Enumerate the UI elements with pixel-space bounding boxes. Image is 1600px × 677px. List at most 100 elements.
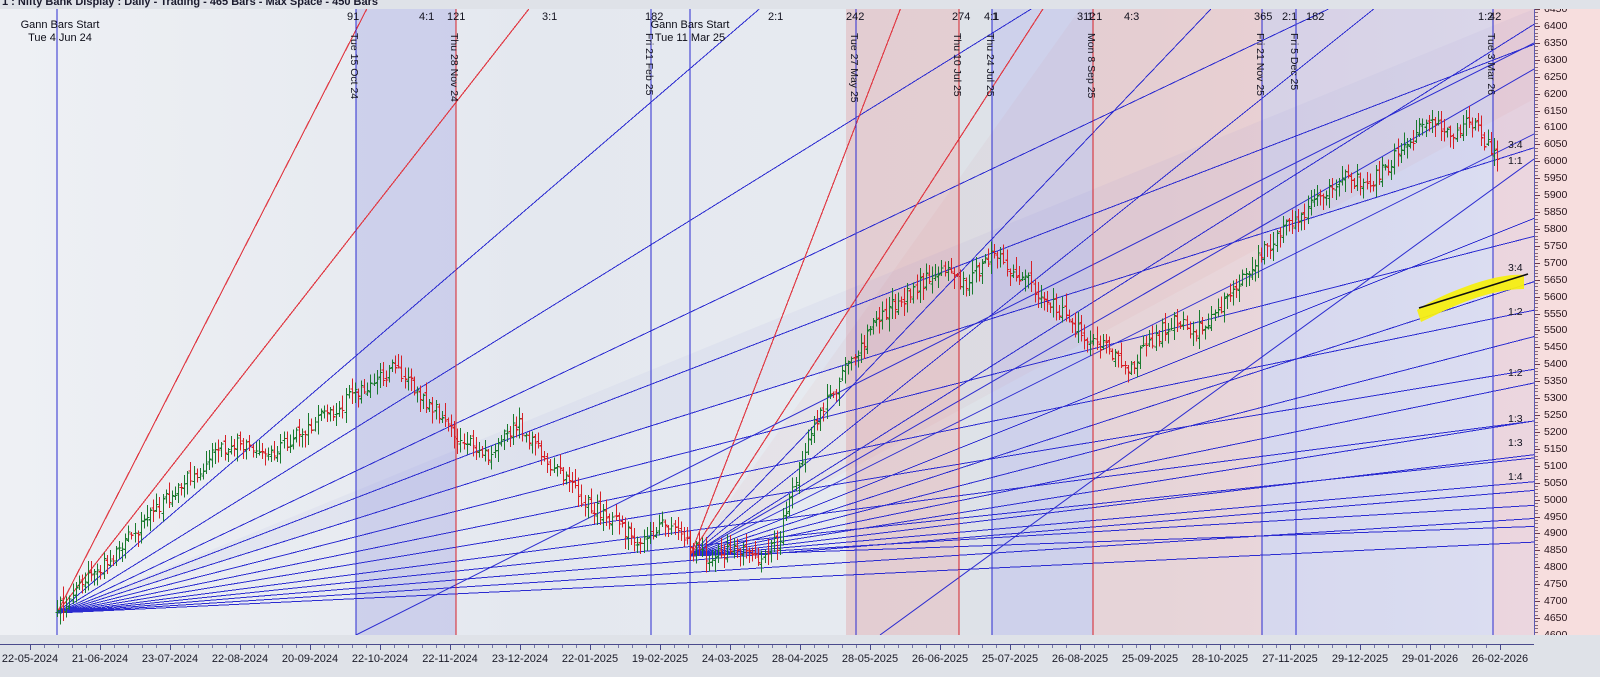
date-axis-minor-tick <box>646 645 647 648</box>
price-axis-minor-tick <box>1535 182 1538 183</box>
price-axis-minor-tick <box>1535 544 1538 545</box>
price-axis-minor-tick <box>1535 611 1538 612</box>
price-axis-minor-tick <box>1535 29 1538 30</box>
price-axis-tick <box>1535 161 1540 162</box>
price-axis-tick <box>1535 584 1540 585</box>
price-axis-minor-tick <box>1535 588 1538 589</box>
price-axis-minor-tick <box>1535 361 1538 362</box>
price-axis-minor-tick <box>1535 249 1538 250</box>
price-axis-minor-tick <box>1535 608 1538 609</box>
date-axis-tick <box>1500 645 1501 650</box>
vertical-date-label: Thu 28 Nov 24 <box>448 33 460 102</box>
fan-ratio-label: 1:4 <box>1508 471 1523 483</box>
gann-top-marker: 365 <box>1254 11 1273 23</box>
price-axis-tick <box>1535 466 1540 467</box>
price-axis-tick <box>1535 246 1540 247</box>
price-axis-minor-tick <box>1535 557 1538 558</box>
fan-ratio-label: 3:4 <box>1508 139 1523 151</box>
price-axis-minor-tick <box>1535 242 1538 243</box>
date-axis-minor-tick <box>282 645 283 648</box>
price-axis-tick <box>1535 517 1540 518</box>
date-axis-label: 26-06-2025 <box>911 653 969 665</box>
vertical-date-label: Tue 3 Mar 26 <box>1485 33 1497 96</box>
gann-top-marker: 1:1 <box>1087 11 1103 23</box>
date-axis-minor-tick <box>562 645 563 648</box>
price-axis-tick <box>1535 94 1540 95</box>
price-axis-minor-tick <box>1535 391 1538 392</box>
gann-top-marker: 121 <box>447 11 466 23</box>
date-axis-tick <box>940 645 941 650</box>
price-axis-minor-tick <box>1535 276 1538 277</box>
price-axis-minor-tick <box>1535 527 1538 528</box>
price-axis-tick <box>1535 297 1540 298</box>
vertical-date-label: Thu 10 Jul 25 <box>951 33 963 97</box>
price-axis-minor-tick <box>1535 503 1538 504</box>
price-axis-label: 5400 <box>1544 358 1568 370</box>
price-axis-minor-tick <box>1535 561 1538 562</box>
chart-plot-area[interactable]: 91 4:1 121 3:1 182 2:1 242 274 4:1 1 312 1:1 4:3 365 2… <box>0 9 1534 635</box>
price-axis-minor-tick <box>1535 273 1538 274</box>
price-axis-minor-tick <box>1535 155 1538 156</box>
price-axis-label: 5300 <box>1544 392 1568 404</box>
gann-top-marker: 91 <box>347 11 360 23</box>
axis-corner <box>1534 635 1600 677</box>
date-axis-tick <box>660 645 661 650</box>
date-axis-minor-tick <box>506 645 507 648</box>
date-axis-minor-tick <box>1024 645 1025 648</box>
price-axis-minor-tick <box>1535 202 1538 203</box>
price-axis-label: 5250 <box>1544 409 1568 421</box>
price-axis-minor-tick <box>1535 97 1538 98</box>
price-axis-minor-tick <box>1535 83 1538 84</box>
price-axis-label: 5850 <box>1544 206 1568 218</box>
price-axis-minor-tick <box>1535 388 1538 389</box>
price-axis-minor-tick <box>1535 429 1538 430</box>
price-axis-tick <box>1535 144 1540 145</box>
price-axis-tick <box>1535 449 1540 450</box>
date-axis-line <box>0 644 1534 645</box>
date-axis-minor-tick <box>1276 645 1277 648</box>
price-axis-minor-tick <box>1535 459 1538 460</box>
price-axis-minor-tick <box>1535 358 1538 359</box>
date-axis-tick <box>100 645 101 650</box>
date-axis-minor-tick <box>968 645 969 648</box>
date-axis-label: 23-07-2024 <box>141 653 199 665</box>
date-axis-minor-tick <box>464 645 465 648</box>
gann-top-marker: 2:1 <box>768 11 784 23</box>
price-axis-minor-tick <box>1535 141 1538 142</box>
price-axis-minor-tick <box>1535 520 1538 521</box>
date-axis-minor-tick <box>184 645 185 648</box>
date-axis-minor-tick <box>394 645 395 648</box>
price-axis-minor-tick <box>1535 337 1538 338</box>
date-axis-label: 20-09-2024 <box>281 653 339 665</box>
price-axis-tick <box>1535 127 1540 128</box>
gann-start-label: Gann Bars Start <box>20 19 100 31</box>
date-axis-minor-tick <box>198 645 199 648</box>
price-axis-minor-tick <box>1535 547 1538 548</box>
date-axis-minor-tick <box>632 645 633 648</box>
date-axis-label: 21-06-2024 <box>71 653 129 665</box>
date-axis-label: 22-01-2025 <box>561 653 619 665</box>
price-axis-minor-tick <box>1535 479 1538 480</box>
price-axis-tick <box>1535 381 1540 382</box>
price-axis-label: 5700 <box>1544 257 1568 269</box>
gann-top-marker: 182 <box>645 11 664 23</box>
price-axis-minor-tick <box>1535 222 1538 223</box>
vertical-date-label: Fri 5 Dec 25 <box>1288 33 1300 91</box>
price-axis-minor-tick <box>1535 540 1538 541</box>
date-axis-tick <box>1430 645 1431 650</box>
date-axis-tick <box>170 645 171 650</box>
date-axis-minor-tick <box>576 645 577 648</box>
date-axis[interactable]: 22-05-2024 21-06-2024 23-07-2024 22-08-2024… <box>0 635 1600 677</box>
price-axis-tick <box>1535 364 1540 365</box>
price-axis-minor-tick <box>1535 131 1538 132</box>
price-axis-minor-tick <box>1535 219 1538 220</box>
price-axis-minor-tick <box>1535 615 1538 616</box>
price-axis-minor-tick <box>1535 205 1538 206</box>
date-axis-tick <box>380 645 381 650</box>
price-axis[interactable]: 4600 4650 4700 4750 4800 4850 4900 4950 5000 5050… <box>1534 9 1600 635</box>
date-axis-tick <box>800 645 801 650</box>
gann-start-label: Gann Bars Start <box>650 19 730 31</box>
date-axis-minor-tick <box>982 645 983 648</box>
price-axis-minor-tick <box>1535 513 1538 514</box>
